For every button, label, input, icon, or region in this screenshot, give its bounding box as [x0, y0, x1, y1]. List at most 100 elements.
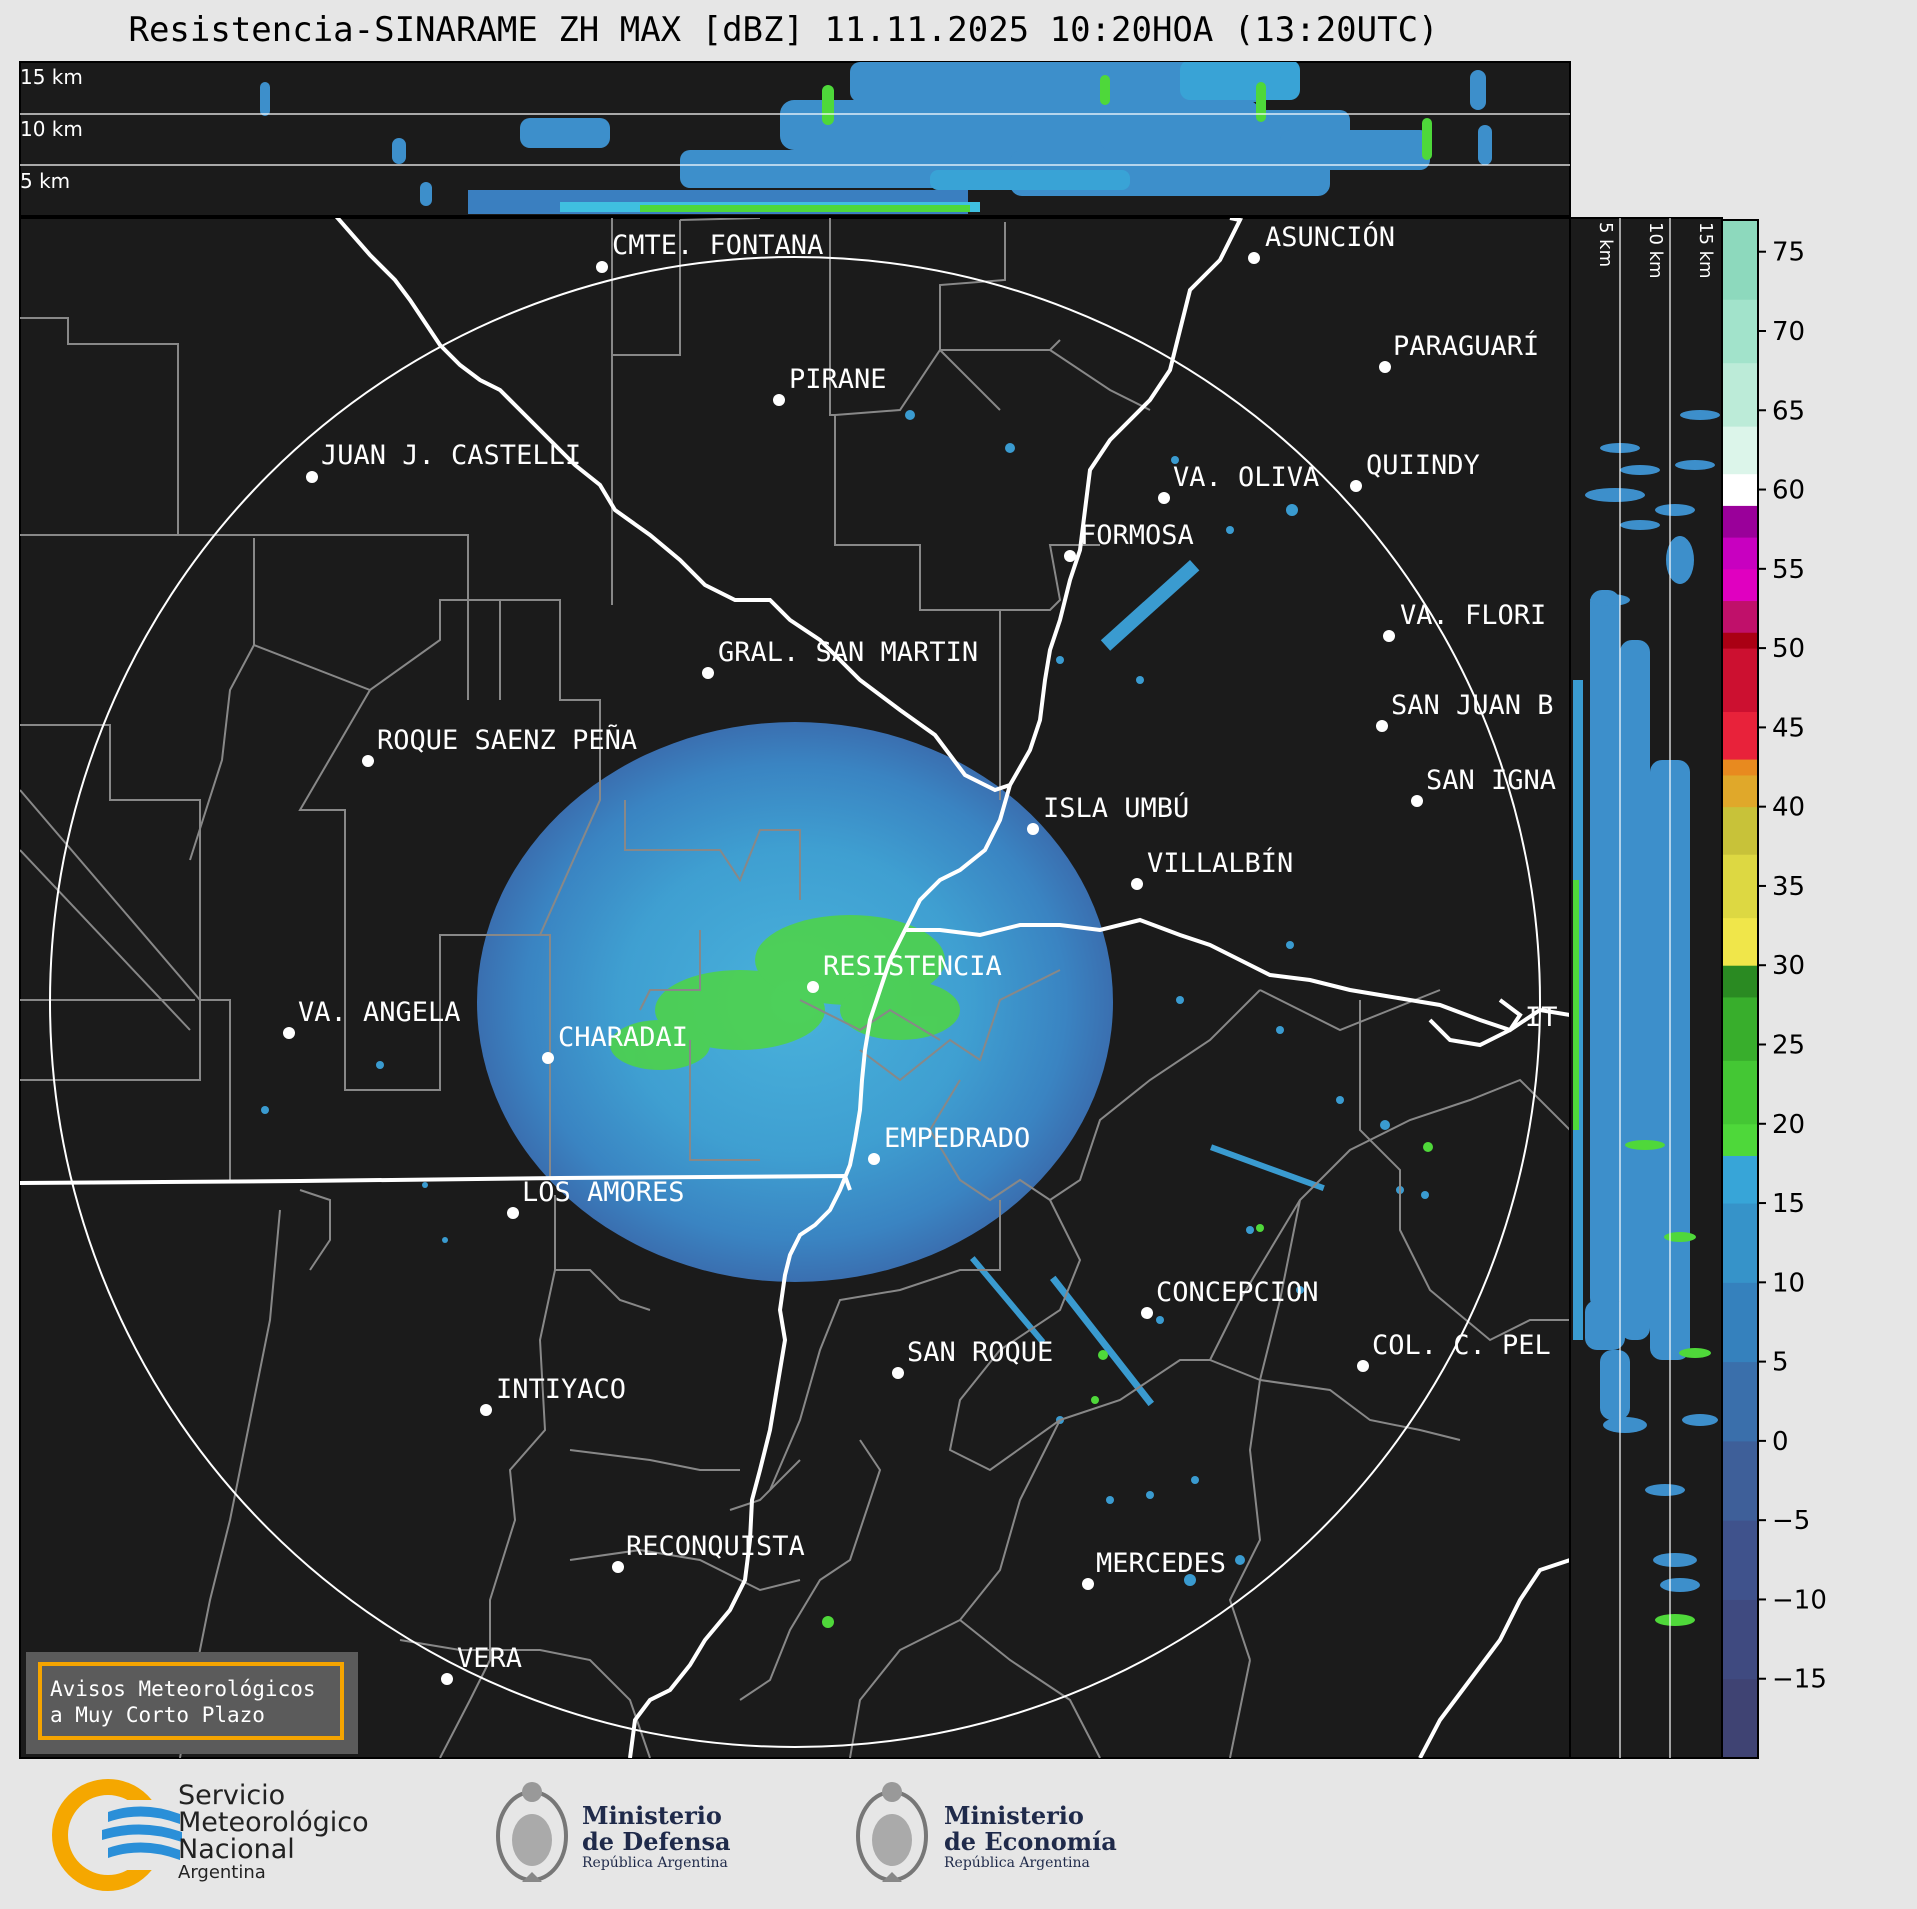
- colorbar-tick-label: 10: [1772, 1268, 1805, 1298]
- colorbar-tick-label: −5: [1772, 1506, 1810, 1536]
- colorbar-band: [1722, 648, 1758, 713]
- city-label: QUIINDY: [1366, 450, 1480, 481]
- notice-line-2: a Muy Corto Plazo: [50, 1703, 265, 1727]
- city-va-oliva: VA. OLIVA: [1158, 462, 1319, 504]
- city-juan-j-castelli: JUAN J. CASTELLI: [306, 440, 581, 483]
- city-formosa: FORMOSA: [1064, 520, 1194, 562]
- smn-line-3: Nacional: [178, 1834, 295, 1865]
- colorbar-tick-label: 20: [1772, 1110, 1805, 1140]
- city-label: LOS AMORES: [522, 1177, 685, 1208]
- city-intiyaco: INTIYACO: [480, 1374, 626, 1416]
- city-label: ROQUE SAENZ PEÑA: [377, 724, 637, 756]
- smn-line-1: Servicio: [178, 1780, 286, 1811]
- colorbar-tick-label: 60: [1772, 476, 1805, 506]
- city-empedrado: EMPEDRADO: [868, 1123, 1030, 1165]
- city-mercedes: MERCEDES: [1082, 1548, 1226, 1590]
- colorbar-band: [1722, 1203, 1758, 1283]
- city-marker: [1383, 630, 1395, 642]
- map-title: Resistencia-SINARAME ZH MAX [dBZ] 11.11.…: [128, 10, 1439, 50]
- colorbar-band: [1722, 220, 1758, 300]
- smn-logo: [52, 1779, 210, 1891]
- colorbar-band: [1722, 537, 1758, 570]
- city-marker: [1158, 492, 1170, 504]
- colorbar-band: [1722, 1282, 1758, 1363]
- colorbar-tick-label: 15: [1772, 1189, 1805, 1219]
- city-label: VA. OLIVA: [1173, 462, 1319, 493]
- colorbar-band: [1722, 1361, 1758, 1442]
- city-label: FORMOSA: [1080, 520, 1194, 551]
- city-cmte-fontana: CMTE. FONTANA: [596, 230, 823, 273]
- city-charadai: CHARADAI: [542, 1022, 688, 1064]
- top-height-label-15: 15 km: [20, 65, 83, 89]
- defensa-line-3: República Argentina: [582, 1855, 728, 1871]
- colorbar-band: [1722, 759, 1758, 776]
- city-gral-san-martin: GRAL. SAN MARTIN: [702, 637, 978, 679]
- city-vera: VERA: [441, 1643, 522, 1685]
- defensa-seal-icon: [496, 1782, 568, 1882]
- rivers-and-borders: [20, 218, 1570, 1758]
- city-label: RESISTENCIA: [823, 951, 1002, 982]
- colorbar-band: [1722, 600, 1758, 633]
- colorbar-tick-label: 45: [1772, 713, 1805, 743]
- city-marker: [306, 471, 318, 483]
- colorbar-band: [1722, 965, 1758, 998]
- city-label: VA. FLORI: [1400, 600, 1546, 631]
- city-san-igna: SAN IGNA: [1411, 765, 1556, 807]
- city-label: PARAGUARÍ: [1393, 330, 1539, 362]
- economia-line-3: República Argentina: [944, 1855, 1090, 1871]
- colorbar-band: [1722, 426, 1758, 475]
- city-marker: [596, 261, 608, 273]
- city-marker: [1357, 1360, 1369, 1372]
- city-villalb-n: VILLALBÍN: [1131, 847, 1293, 890]
- colorbar-band: [1722, 632, 1758, 649]
- city-label: MERCEDES: [1096, 1548, 1226, 1579]
- city-resistencia: RESISTENCIA: [807, 951, 1002, 993]
- city-marker: [1027, 823, 1039, 835]
- side-height-panel: 5 km 10 km 15 km: [1569, 217, 1723, 1759]
- scattered-echoes: [261, 410, 1429, 1586]
- top-height-label-10: 10 km: [20, 117, 83, 141]
- city-marker: [1082, 1578, 1094, 1590]
- city-marker: [868, 1153, 880, 1165]
- colorbar-tick-label: 75: [1772, 238, 1805, 268]
- colorbar-band: [1722, 996, 1758, 1061]
- city-label: PIRANE: [789, 364, 887, 395]
- colorbar-tick-label: 50: [1772, 634, 1805, 664]
- city-pirane: PIRANE: [773, 364, 887, 406]
- colorbar-tick-label: 0: [1772, 1427, 1789, 1457]
- colorbar-tick-label: 25: [1772, 1030, 1805, 1060]
- colorbar-band: [1722, 473, 1758, 506]
- city-san-roque: SAN ROQUE: [892, 1337, 1053, 1379]
- city-it: IT: [1525, 1002, 1558, 1033]
- colorbar-tick-label: 55: [1772, 555, 1805, 585]
- city-marker: [542, 1052, 554, 1064]
- colorbar-band: [1722, 299, 1758, 364]
- smn-logo-text: Servicio Meteorológico Nacional Argentin…: [178, 1782, 369, 1883]
- city-label: GRAL. SAN MARTIN: [718, 637, 978, 668]
- city-va-angela: VA. ANGELA: [283, 997, 461, 1039]
- colorbar-band: [1722, 568, 1758, 602]
- city-label: CONCEPCION: [1156, 1277, 1319, 1308]
- economia-line-1: Ministerio: [944, 1801, 1084, 1830]
- city-label: CMTE. FONTANA: [612, 230, 823, 261]
- city-label: COL. C. PEL: [1372, 1330, 1551, 1361]
- city-roque-saenz-pe-a: ROQUE SAENZ PEÑA: [362, 724, 637, 767]
- smn-line-4: Argentina: [178, 1862, 266, 1883]
- defensa-logo-text: Ministerio de Defensa República Argentin…: [582, 1803, 731, 1872]
- city-label: CHARADAI: [558, 1022, 688, 1053]
- city-marker: [1248, 252, 1260, 264]
- economia-logo-text: Ministerio de Economía República Argenti…: [944, 1801, 1117, 1872]
- city-label: EMPEDRADO: [884, 1123, 1030, 1154]
- city-marker: [1379, 361, 1391, 373]
- city-marker: [1350, 480, 1362, 492]
- colorbar-band: [1722, 1155, 1758, 1204]
- colorbar-band: [1722, 1599, 1758, 1680]
- colorbar-band: [1722, 1123, 1758, 1156]
- colorbar-band: [1722, 505, 1758, 538]
- colorbar-band: [1722, 806, 1758, 855]
- city-label: ISLA UMBÚ: [1043, 792, 1189, 824]
- city-marker: [612, 1561, 624, 1573]
- colorbar-band: [1722, 711, 1758, 760]
